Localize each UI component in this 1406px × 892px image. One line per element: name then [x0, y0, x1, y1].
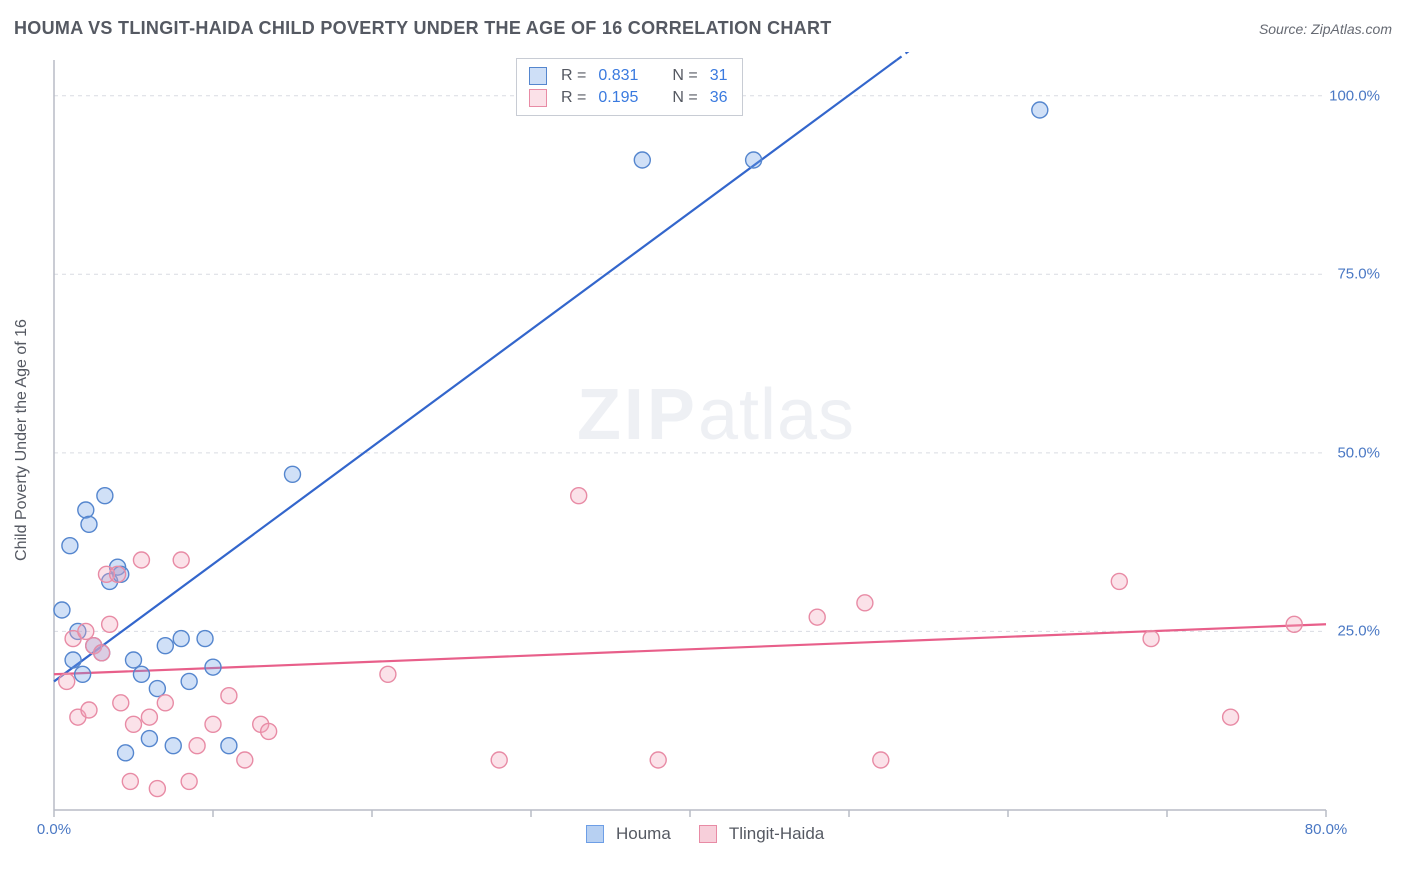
- legend-swatch: [699, 825, 717, 843]
- n-value: 31: [710, 67, 728, 85]
- source-label: Source: ZipAtlas.com: [1259, 21, 1392, 37]
- series-legend-label: Tlingit-Haida: [729, 824, 824, 844]
- series-legend-item: Tlingit-Haida: [699, 824, 824, 844]
- r-label: R =: [561, 67, 586, 85]
- chart-area: ZIPatlas R = 0.831 N = 31 R = 0.195 N = …: [46, 52, 1386, 842]
- header: HOUMA VS TLINGIT-HAIDA CHILD POVERTY UND…: [14, 18, 1392, 39]
- r-value: 0.195: [598, 89, 638, 107]
- legend-stats-row: R = 0.195 N = 36: [529, 87, 730, 109]
- r-label: R =: [561, 89, 586, 107]
- x-tick-label: 80.0%: [1305, 821, 1348, 838]
- y-tick-label: 25.0%: [1337, 623, 1380, 640]
- legend-swatch: [529, 89, 547, 107]
- legend-swatch: [586, 825, 604, 843]
- series-legend-label: Houma: [616, 824, 671, 844]
- scatter-plot: [46, 52, 1386, 842]
- y-tick-label: 100.0%: [1329, 87, 1380, 104]
- n-label: N =: [672, 67, 697, 85]
- y-tick-label: 50.0%: [1337, 444, 1380, 461]
- n-label: N =: [672, 89, 697, 107]
- series-legend: Houma Tlingit-Haida: [586, 824, 824, 844]
- n-value: 36: [710, 89, 728, 107]
- y-axis-label: Child Poverty Under the Age of 16: [13, 319, 31, 561]
- r-value: 0.831: [598, 67, 638, 85]
- legend-swatch: [529, 67, 547, 85]
- series-legend-item: Houma: [586, 824, 671, 844]
- chart-title: HOUMA VS TLINGIT-HAIDA CHILD POVERTY UND…: [14, 18, 832, 39]
- y-tick-label: 75.0%: [1337, 266, 1380, 283]
- x-tick-label: 0.0%: [37, 821, 71, 838]
- legend-stats-box: R = 0.831 N = 31 R = 0.195 N = 36: [516, 58, 743, 116]
- legend-stats-row: R = 0.831 N = 31: [529, 65, 730, 87]
